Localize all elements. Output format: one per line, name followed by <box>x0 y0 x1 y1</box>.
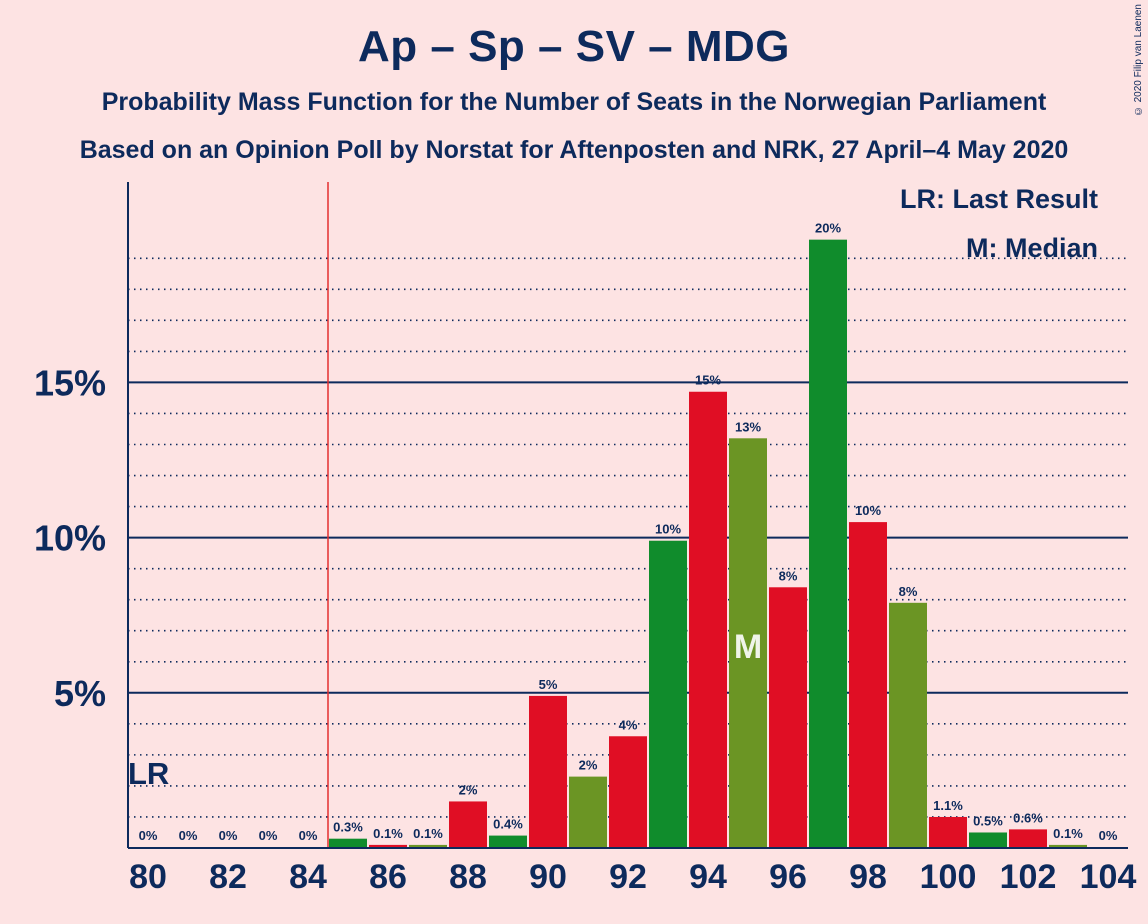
data-label: 0% <box>219 828 238 843</box>
x-tick-label: 86 <box>369 858 407 896</box>
data-label: 2% <box>579 758 598 773</box>
data-label: 0.6% <box>1013 810 1043 825</box>
data-label: 0.1% <box>413 826 443 841</box>
bar <box>849 522 887 848</box>
chart-title: Ap – Sp – SV – MDG <box>358 22 790 71</box>
data-label: 5% <box>539 677 558 692</box>
x-tick-label: 94 <box>689 858 727 896</box>
bar <box>329 838 367 848</box>
legend-last-result: LR: Last Result <box>900 184 1098 214</box>
data-label: 1.1% <box>933 798 963 813</box>
bar <box>449 801 487 848</box>
bar <box>769 587 807 848</box>
data-label: 15% <box>695 373 721 388</box>
bar <box>969 832 1007 848</box>
bar <box>1049 844 1087 848</box>
data-label: 0% <box>139 828 158 843</box>
data-label: 4% <box>619 717 638 732</box>
data-label: 0% <box>259 828 278 843</box>
x-tick-label: 84 <box>289 858 327 896</box>
bar <box>489 835 527 848</box>
data-label: 20% <box>815 221 841 236</box>
x-tick-label: 82 <box>209 858 247 896</box>
data-label: 13% <box>735 419 761 434</box>
bar <box>569 776 607 848</box>
bar <box>649 540 687 848</box>
x-tick-label: 100 <box>920 858 977 896</box>
bar <box>1009 829 1047 848</box>
data-label: 0.5% <box>973 813 1003 828</box>
data-label: 10% <box>655 522 681 537</box>
bar <box>689 391 727 848</box>
last-result-marker: LR <box>128 756 169 791</box>
legend-median: M: Median <box>966 233 1098 263</box>
data-label: 2% <box>459 782 478 797</box>
x-tick-label: 96 <box>769 858 807 896</box>
chart-subtitle-source: Based on an Opinion Poll by Norstat for … <box>79 136 1069 164</box>
x-tick-label: 90 <box>529 858 567 896</box>
x-tick-label: 104 <box>1080 858 1137 896</box>
data-label: 0.4% <box>493 817 523 832</box>
data-label: 8% <box>899 584 918 599</box>
bar <box>889 602 927 848</box>
x-tick-label: 98 <box>849 858 887 896</box>
x-tick-label: 102 <box>1000 858 1057 896</box>
x-tick-label: 80 <box>129 858 167 896</box>
bar <box>529 695 567 848</box>
x-tick-label: 92 <box>609 858 647 896</box>
data-label: 0% <box>179 828 198 843</box>
median-marker: M <box>734 628 762 666</box>
data-label: 10% <box>855 503 881 518</box>
data-label: 0.3% <box>333 820 363 835</box>
chart-subtitle-poll-type: Probability Mass Function for the Number… <box>101 88 1047 116</box>
data-label: 0% <box>299 828 318 843</box>
data-label: 0% <box>1099 828 1118 843</box>
y-tick-label: 10% <box>34 518 106 559</box>
bar <box>729 438 767 848</box>
x-tick-label: 88 <box>449 858 487 896</box>
bar <box>409 844 447 848</box>
bar <box>369 844 407 848</box>
data-label: 8% <box>779 568 798 583</box>
bar <box>809 239 847 848</box>
bar <box>609 736 647 848</box>
y-tick-label: 15% <box>34 362 106 403</box>
bar <box>929 816 967 848</box>
data-label: 0.1% <box>373 826 403 841</box>
data-label: 0.1% <box>1053 826 1083 841</box>
y-tick-label: 5% <box>54 673 106 714</box>
